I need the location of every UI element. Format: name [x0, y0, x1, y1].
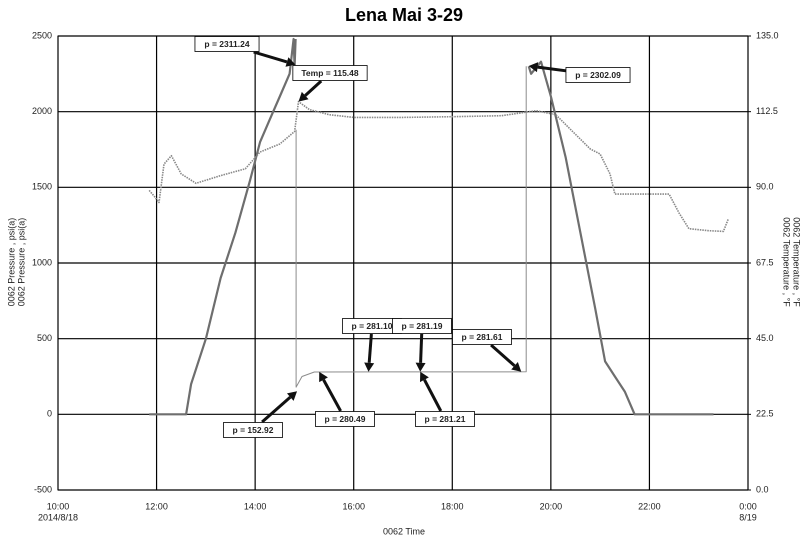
annotation-box [194, 36, 260, 52]
y2-tick-label: 45.0 [756, 333, 774, 343]
x-axis-label: 0062 Time [383, 526, 425, 536]
annotation-arrow [537, 65, 567, 73]
annotation-arrowhead [415, 362, 426, 372]
y-tick-label: 2000 [32, 106, 52, 116]
annotation-box [292, 65, 368, 81]
annotation-arrowhead [298, 91, 309, 102]
x-tick-label: 22:00 [638, 501, 661, 511]
y-tick-label: 1000 [32, 257, 52, 267]
annotation-box [392, 318, 452, 334]
series-line [148, 100, 730, 233]
y2-tick-label: 90.0 [756, 182, 774, 192]
annotation-arrowhead [419, 371, 429, 383]
annotation-arrowhead [364, 362, 375, 372]
annotation-label: p = 152.92 [233, 425, 274, 435]
y2-tick-label: 112.5 [756, 106, 778, 116]
y-tick-label: 1500 [32, 182, 52, 192]
x-tick-label: 20:00 [540, 501, 563, 511]
annotation-arrow [304, 79, 323, 97]
y2-tick-label: 22.5 [756, 409, 774, 419]
x-tick-label: 10:00 [47, 501, 70, 511]
annotation-label: p = 281.21 [425, 414, 466, 424]
annotation-arrowhead [528, 62, 539, 73]
x-tick-label: 16:00 [342, 501, 365, 511]
y-tick-label: 500 [37, 333, 52, 343]
annotation-label: p = 2311.24 [204, 39, 249, 49]
y-axis-label: 0062 Pressure , psi(a) [6, 218, 16, 307]
annotation-arrow [253, 50, 288, 64]
x-tick-label: 0:00 [739, 501, 757, 511]
chart-title: Lena Mai 3-29 [345, 5, 463, 25]
y2-tick-label: 67.5 [756, 257, 774, 267]
annotation-box [415, 411, 475, 427]
annotation-box [452, 329, 512, 345]
annotation-box [223, 422, 283, 438]
annotation-arrow [367, 333, 373, 363]
annotation-arrow [322, 379, 342, 412]
y2-tick-label: 0.0 [756, 484, 769, 494]
annotation-label: p = 281.19 [402, 321, 443, 331]
annotation-label: p = 281.10 [352, 321, 393, 331]
annotation-arrowhead [319, 371, 328, 383]
annotation-label: Temp = 115.48 [301, 68, 359, 78]
x-tick-label: 12:00 [145, 501, 168, 511]
annotation-box [565, 67, 631, 83]
date-label: 2014/8/18 [38, 512, 78, 522]
y2-tick-label: 135.0 [756, 30, 779, 40]
annotation-arrowhead [285, 57, 296, 67]
series-line [295, 66, 527, 388]
date-label: 8/19 [739, 512, 757, 522]
annotation-label: p = 280.49 [325, 414, 366, 424]
annotation-arrow [423, 379, 443, 412]
y-tick-label: 0 [47, 409, 52, 419]
annotation-label: p = 2302.09 [575, 70, 621, 80]
annotation-arrow [419, 333, 424, 363]
annotation-arrowhead [511, 362, 522, 372]
annotation-label: p = 281.61 [462, 332, 503, 342]
y2-axis-label: 0062 Temperature , °F [782, 217, 792, 307]
y-tick-label: 2500 [32, 30, 52, 40]
annotation-box [315, 411, 375, 427]
y-tick-label: -500 [34, 484, 52, 494]
x-tick-label: 14:00 [244, 501, 267, 511]
annotation-arrow [261, 396, 292, 424]
y-axis-label: 0062 Pressure , psi(a) [16, 218, 26, 307]
x-tick-label: 18:00 [441, 501, 464, 511]
annotation-arrowhead [286, 391, 298, 401]
y2-axis-label: 0062 Temperature , °F [792, 217, 802, 307]
series-line [149, 37, 714, 416]
annotation-arrow [490, 343, 516, 367]
